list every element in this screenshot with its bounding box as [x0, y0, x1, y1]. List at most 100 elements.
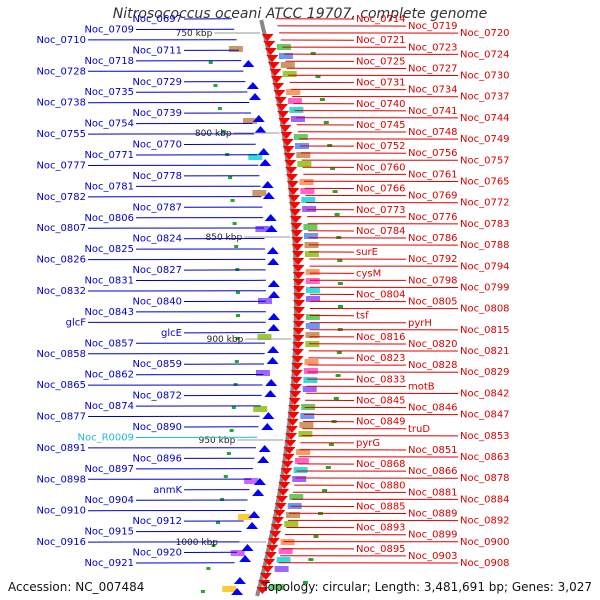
gene-label[interactable]: Noc_0769 [305, 191, 458, 202]
gene-label[interactable]: Noc_0831 [84, 276, 266, 287]
gene-label[interactable]: Noc_0728 [36, 66, 244, 77]
gene-label[interactable]: Noc_0881 [292, 487, 458, 498]
gene-label[interactable]: Noc_0721 [280, 35, 406, 46]
gene-label[interactable]: Noc_0921 [84, 558, 235, 569]
gene-label[interactable]: Noc_0806 [84, 213, 264, 224]
gene-label[interactable]: Noc_0820 [308, 339, 458, 350]
gene-label[interactable]: Noc_0710 [36, 35, 237, 46]
gene-label[interactable]: Noc_0892 [287, 516, 510, 527]
gene-label[interactable]: Noc_0899 [284, 530, 458, 541]
gene-label[interactable]: Noc_0752 [299, 141, 406, 152]
gene-label[interactable]: Noc_0880 [294, 480, 406, 491]
gene-label[interactable]: Noc_0718 [84, 56, 242, 67]
gene-label[interactable]: Noc_0829 [307, 367, 510, 378]
gene-label[interactable]: Noc_0832 [36, 286, 267, 297]
gene-label[interactable]: Noc_0915 [84, 527, 242, 538]
gene-label[interactable]: Noc_0730 [288, 71, 510, 82]
gene-label[interactable]: Noc_0891 [36, 443, 256, 454]
gene-label[interactable]: Noc_0857 [84, 338, 266, 349]
gene-label[interactable]: Noc_0858 [36, 349, 265, 360]
gene-label[interactable]: Noc_0744 [295, 113, 510, 124]
gene-label[interactable]: Noc_0863 [298, 452, 510, 463]
gene-label[interactable]: Noc_0741 [294, 106, 458, 117]
gene-label[interactable]: pyrG [300, 438, 381, 449]
gene-label[interactable]: Noc_0788 [308, 240, 510, 251]
gene-label[interactable]: cysM [309, 268, 381, 279]
gene-label[interactable]: Noc_0760 [302, 162, 406, 173]
gene-label[interactable]: Noc_0761 [303, 169, 458, 180]
gene-label[interactable]: Noc_0920 [132, 548, 238, 559]
gene-label[interactable]: Noc_0739 [132, 108, 252, 119]
gene-label[interactable]: anmK [153, 485, 250, 496]
gene-label[interactable]: Noc_0859 [132, 359, 265, 370]
gene-label[interactable]: Noc_0748 [297, 127, 458, 138]
gene-label[interactable]: Noc_0773 [306, 205, 406, 216]
gene-label[interactable]: Noc_0770 [132, 140, 256, 151]
gene-label[interactable]: Noc_0714 [275, 14, 406, 25]
gene-label[interactable]: Noc_0889 [289, 509, 458, 520]
gene-label[interactable]: Noc_0757 [301, 155, 510, 166]
gene-label[interactable]: Noc_0893 [286, 523, 406, 534]
gene-label[interactable]: Noc_0740 [293, 99, 406, 110]
gene-label[interactable]: Noc_0890 [132, 422, 259, 433]
gene-label[interactable]: Noc_0786 [308, 233, 458, 244]
gene-label[interactable]: Noc_0877 [36, 412, 260, 423]
gene-label[interactable]: pyrH [309, 318, 432, 329]
gene-label[interactable]: Noc_0826 [36, 255, 266, 266]
gene-label[interactable]: Noc_0895 [281, 544, 406, 555]
gene-label[interactable]: truD [302, 424, 430, 435]
gene-label[interactable]: Noc_0771 [84, 150, 258, 161]
gene-label[interactable]: Noc_0840 [132, 296, 267, 307]
gene-label[interactable]: Noc_0783 [307, 219, 510, 230]
gene-label[interactable]: glcE [161, 328, 266, 339]
gene-label[interactable]: Noc_0725 [285, 56, 406, 67]
gene-label[interactable]: Noc_0798 [309, 275, 458, 286]
gene-label[interactable]: Noc_0723 [282, 42, 458, 53]
gene-label[interactable]: Noc_0776 [307, 212, 458, 223]
gene-label[interactable]: glcF [66, 317, 266, 328]
gene-label[interactable]: Noc_R0009 [78, 432, 258, 443]
gene-label[interactable]: Noc_0729 [132, 77, 246, 88]
gene-label[interactable]: Noc_0823 [308, 353, 406, 364]
gene-label[interactable]: Noc_0849 [303, 417, 406, 428]
gene-label[interactable]: Noc_0794 [309, 261, 510, 272]
gene-label[interactable]: Noc_0897 [84, 464, 253, 475]
gene-label[interactable]: Noc_0805 [309, 297, 458, 308]
gene-label[interactable]: Noc_0807 [36, 223, 264, 234]
gene-label[interactable]: Noc_0846 [304, 403, 458, 414]
gene-label[interactable]: Noc_0900 [283, 537, 510, 548]
gene-label[interactable]: Noc_0815 [309, 325, 510, 336]
gene-label[interactable]: Noc_0898 [36, 474, 252, 485]
gene-label[interactable]: Noc_0784 [308, 226, 406, 237]
gene-label[interactable]: Noc_0720 [279, 28, 510, 39]
gene-label[interactable]: Noc_0842 [305, 388, 510, 399]
gene-label[interactable]: Noc_0824 [132, 234, 265, 245]
gene-label[interactable]: Noc_0766 [304, 184, 406, 195]
gene-label[interactable]: Noc_0851 [299, 445, 458, 456]
gene-label[interactable]: motB [306, 381, 435, 392]
gene-label[interactable]: Noc_0777 [36, 160, 259, 171]
gene-label[interactable]: Noc_0745 [296, 120, 406, 131]
gene-label[interactable]: Noc_0865 [36, 380, 263, 391]
gene-label[interactable]: tsf [309, 311, 369, 322]
gene-label[interactable]: Noc_0910 [36, 506, 246, 517]
gene-label[interactable]: Noc_0916 [36, 537, 240, 548]
gene-label[interactable]: Noc_0804 [309, 290, 406, 301]
gene-label[interactable]: Noc_0872 [132, 391, 262, 402]
gene-label[interactable]: Noc_0755 [36, 129, 255, 140]
gene-label[interactable]: Noc_0711 [132, 45, 240, 56]
gene-label[interactable]: Noc_0816 [309, 332, 406, 343]
gene-label[interactable]: Noc_0853 [301, 431, 510, 442]
gene-label[interactable]: Noc_0828 [307, 360, 458, 371]
gene-label[interactable]: Noc_0782 [36, 192, 262, 203]
gene-label[interactable]: Noc_0874 [84, 401, 261, 412]
gene-label[interactable]: Noc_0878 [295, 473, 510, 484]
gene-label[interactable]: Noc_0735 [84, 87, 248, 98]
gene-label[interactable]: Noc_0885 [290, 501, 406, 512]
gene-label[interactable]: Noc_0821 [308, 346, 510, 357]
gene-label[interactable]: Noc_0781 [84, 181, 261, 192]
gene-label[interactable]: Noc_0862 [84, 370, 264, 381]
gene-label[interactable]: Noc_0845 [305, 396, 406, 407]
gene-label[interactable]: Noc_0792 [309, 254, 458, 265]
gene-label[interactable]: Noc_0709 [84, 24, 235, 35]
